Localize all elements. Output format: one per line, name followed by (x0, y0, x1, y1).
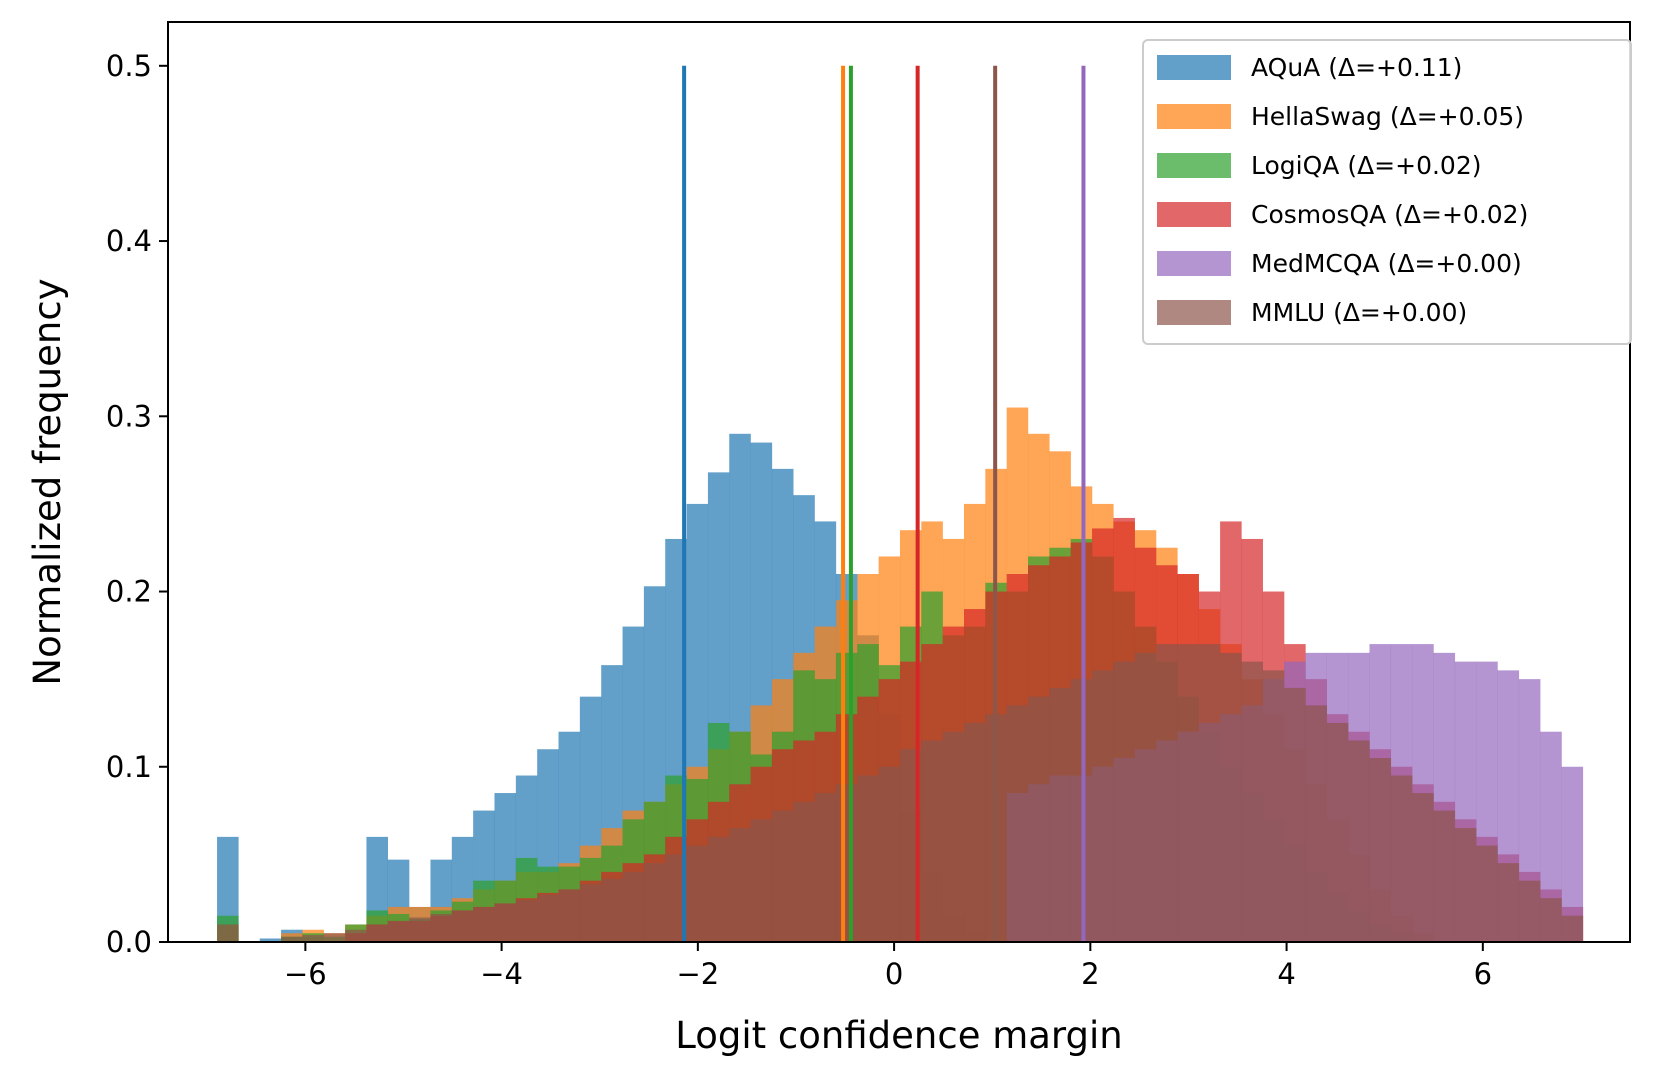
histogram-bar (579, 884, 602, 942)
histogram-bar (515, 899, 538, 942)
histogram-bar (409, 917, 431, 942)
x-tick-label: −4 (480, 957, 523, 991)
histogram-bar (281, 936, 303, 942)
histogram-bar (1305, 705, 1328, 942)
histogram-bar (494, 903, 517, 942)
histogram-bar (964, 722, 986, 942)
histogram-bar (835, 784, 858, 942)
legend-swatch-hellaswag (1157, 104, 1231, 129)
legend-swatch-logiqa (1157, 153, 1231, 178)
histogram-bar (1156, 644, 1178, 942)
histogram-bar (942, 731, 965, 942)
mean-vertical-lines (682, 65, 1086, 942)
histogram-bar (1198, 644, 1221, 942)
histogram-bar (665, 854, 687, 942)
histogram-bar (302, 934, 324, 942)
plot-area-frame (167, 21, 1631, 943)
histogram-bar (814, 793, 837, 942)
histogram-bar (1049, 687, 1071, 942)
histogram-bar (345, 929, 367, 942)
y-tick-label: 0.4 (106, 224, 152, 258)
histogram-bar (558, 889, 581, 942)
histogram-bar (1540, 898, 1562, 942)
histogram-bar (537, 894, 559, 942)
histogram-bar (1369, 758, 1392, 942)
histogram-bar (1454, 828, 1477, 942)
legend-label-hellaswag: HellaSwag (Δ=+0.05) (1251, 102, 1524, 131)
x-tick-label: 0 (885, 957, 903, 991)
histogram-bar (921, 740, 943, 942)
histogram-bar (1092, 670, 1114, 942)
x-axis-title: Logit confidence margin (675, 1014, 1122, 1057)
histogram-bar (729, 828, 751, 942)
histogram-bar (1006, 705, 1029, 942)
histogram-bar (1561, 766, 1584, 942)
histogram-bar (1540, 731, 1562, 942)
histogram-bar (1518, 679, 1541, 942)
histogram-bar (1433, 810, 1456, 942)
legend-label-logiqa: LogiQA (Δ=+0.02) (1251, 151, 1482, 180)
histogram-bar (366, 924, 388, 942)
x-tick-label: −6 (284, 957, 327, 991)
histogram-bar (622, 871, 645, 942)
histogram-bars (217, 407, 1584, 942)
histogram-bar (1241, 661, 1263, 942)
x-axis: −6 −4 −2 0 2 4 6 (284, 942, 1492, 991)
y-tick-label: 0.5 (106, 49, 152, 83)
legend-swatch-aqua (1157, 55, 1231, 80)
legend-swatch-mmlu (1157, 300, 1231, 325)
y-tick-label: 0.2 (106, 575, 152, 609)
legend-swatch-medmcqa (1157, 251, 1231, 276)
y-axis-title: Normalized frequency (26, 278, 69, 685)
histogram-bar (217, 924, 239, 942)
y-axis: 0.0 0.1 0.2 0.3 0.4 0.5 (106, 49, 168, 959)
histogram-bar (1518, 880, 1541, 942)
histogram-bar (857, 775, 879, 942)
x-tick-label: 6 (1474, 957, 1492, 991)
histogram-bar (750, 819, 773, 942)
histogram-bar (601, 878, 623, 942)
histogram-bar (771, 810, 794, 942)
histogram-bar (1348, 740, 1370, 942)
histogram-bar (430, 913, 453, 942)
histogram-bar (1412, 793, 1434, 942)
histogram-bar (793, 801, 815, 942)
histogram-bar (1177, 644, 1199, 942)
histogram-bar (1284, 687, 1306, 942)
histogram-bar (1262, 670, 1285, 942)
histogram-bar (451, 910, 474, 942)
y-tick-label: 0.0 (106, 925, 152, 959)
histogram-bar (323, 933, 346, 942)
legend-box (1142, 39, 1632, 345)
legend-label-mmlu: MMLU (Δ=+0.00) (1251, 298, 1467, 327)
legend: AQuA (Δ=+0.11) HellaSwag (Δ=+0.05) LogiQA … (1142, 39, 1632, 345)
x-tick-label: −2 (676, 957, 719, 991)
legend-label-aqua: AQuA (Δ=+0.11) (1251, 53, 1462, 82)
x-tick-label: 4 (1277, 957, 1295, 991)
histogram-bar (707, 836, 730, 942)
histogram-bar (878, 766, 901, 942)
y-tick-label: 0.1 (106, 750, 152, 784)
histogram-bar (473, 906, 495, 942)
histogram-bar (1390, 775, 1413, 942)
histogram-bar (1113, 661, 1135, 942)
legend-swatch-cosmosqa (1157, 202, 1231, 227)
histogram-bar (686, 845, 709, 942)
histogram-bar (1028, 696, 1050, 942)
histogram-bar (259, 938, 282, 942)
histogram-bar (1220, 652, 1242, 942)
histogram-bar (1561, 915, 1584, 942)
histogram-bar (1476, 845, 1498, 942)
histogram-bar (387, 920, 410, 942)
histogram-bar (1326, 722, 1349, 942)
legend-label-cosmosqa: CosmosQA (Δ=+0.02) (1251, 200, 1528, 229)
y-tick-label: 0.3 (106, 399, 152, 433)
histogram-bar (1134, 652, 1157, 942)
x-tick-label: 2 (1081, 957, 1099, 991)
histogram-bar (643, 863, 666, 942)
histogram-bar (1497, 863, 1520, 942)
series-mmlu-bars (217, 644, 1584, 942)
legend-label-medmcqa: MedMCQA (Δ=+0.00) (1251, 249, 1522, 278)
